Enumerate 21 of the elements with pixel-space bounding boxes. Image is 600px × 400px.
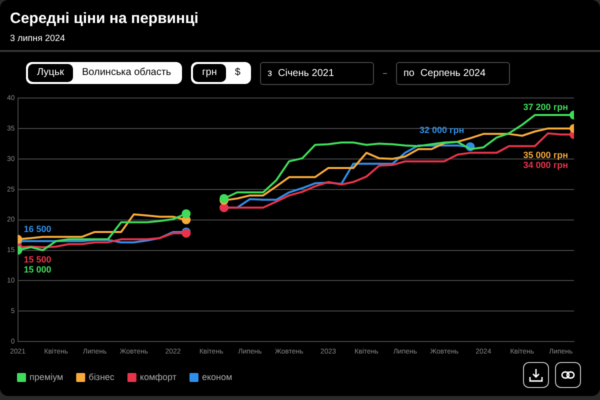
text: Січень 2021 — [278, 68, 334, 78]
annotation: 35 000 грн — [523, 150, 568, 160]
text: $ — [234, 66, 242, 80]
annotation: 32 000 грн — [420, 125, 464, 136]
annotation: 34 000 грн — [523, 160, 568, 170]
legend-label: преміум — [30, 372, 64, 382]
text: Волинська область — [81, 66, 172, 80]
text: грн — [193, 64, 226, 82]
legend-label: економ — [202, 372, 232, 382]
legend-label: бізнес — [88, 372, 115, 382]
annotation: 15 500 — [24, 254, 52, 264]
annotation: 15 000 — [24, 264, 52, 274]
text: Луцьк — [28, 64, 73, 82]
chart-title: Середні ціни на первинці — [10, 10, 198, 27]
chart-subtitle: 3 липня 2024 — [10, 33, 66, 43]
text: з — [267, 68, 272, 78]
annotation: 16 500 — [24, 224, 52, 234]
legend-label: комфорт — [140, 372, 176, 382]
text: Серпень 2024 — [420, 68, 486, 78]
text: по — [403, 68, 414, 78]
annotation: 37 200 грн — [523, 102, 568, 112]
